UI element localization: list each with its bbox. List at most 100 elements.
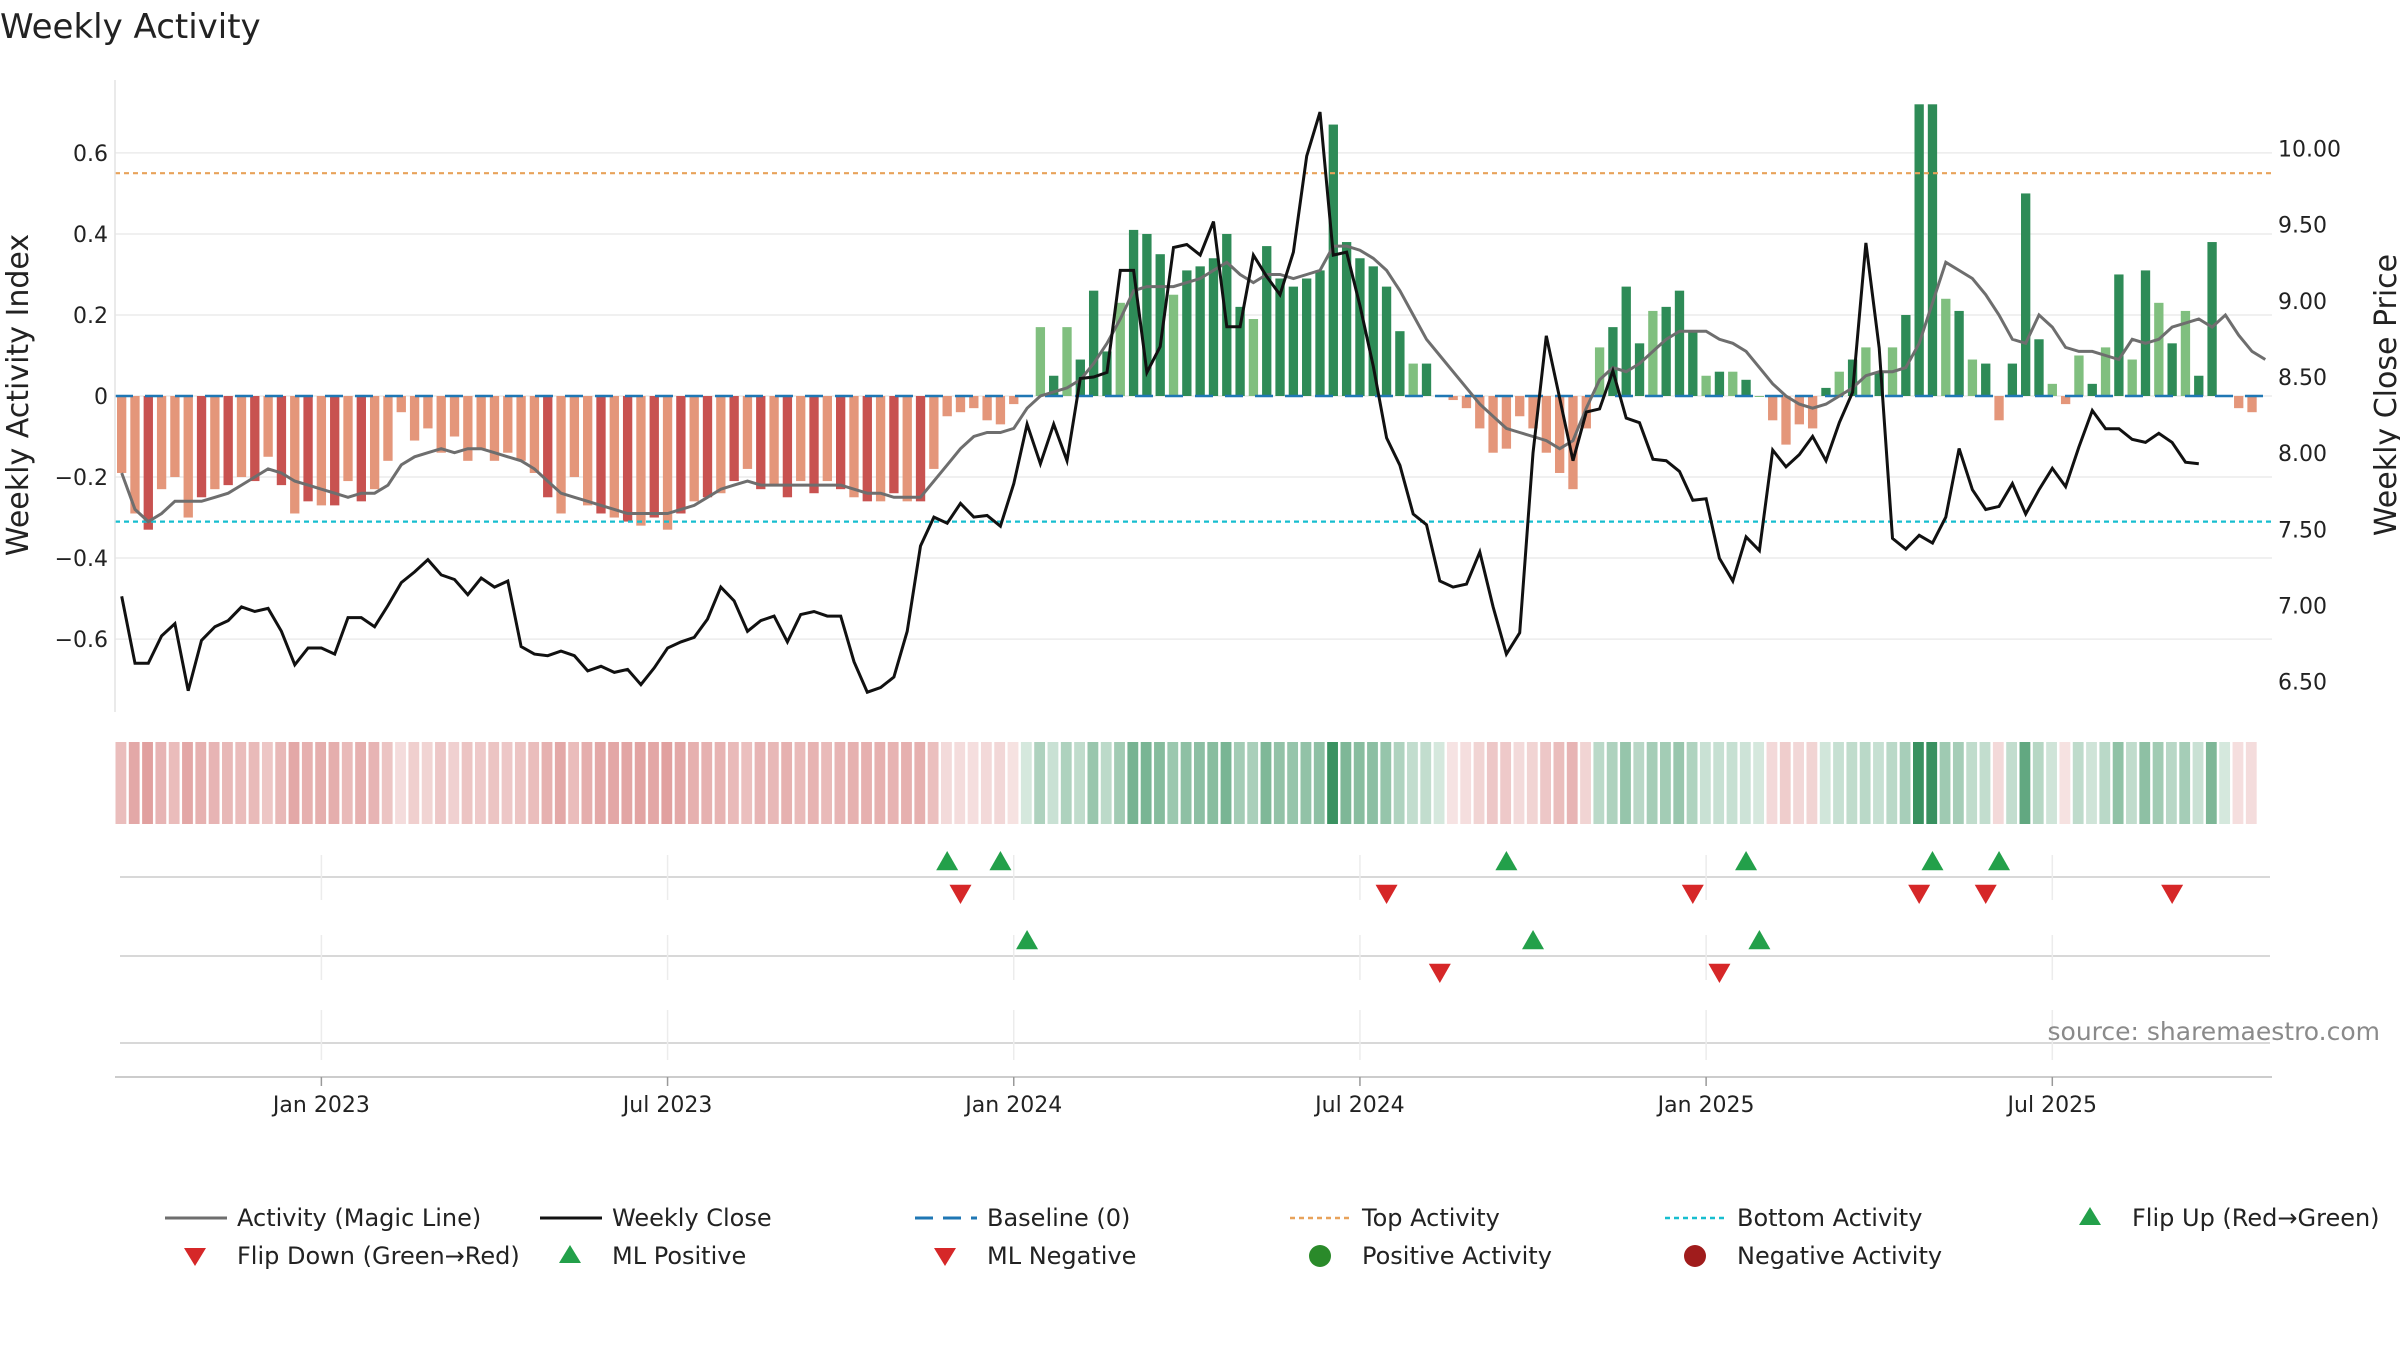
activity-bar [702,396,713,498]
activity-bar [1981,363,1991,396]
heat-cell [1154,742,1165,824]
heat-cell [2032,742,2044,824]
right-tick-label: 6.50 [2278,671,2327,696]
activity-bar [1674,290,1685,396]
activity-bar [503,396,513,453]
activity-bar [1994,396,2004,421]
heat-cell [674,742,686,824]
heat-cell [1167,742,1179,824]
heat-cell [315,742,327,824]
activity-bar [2047,383,2057,396]
legend-swatch [934,1248,956,1266]
flip-down-marker [2161,884,2184,904]
activity-bar [1035,327,1046,396]
heat-cell [1433,742,1445,824]
activity-bar [156,396,167,490]
heat-cell [288,742,300,824]
heat-cell [1207,742,1219,824]
activity-bar [676,396,686,514]
heat-cell [634,742,646,824]
activity-bar [849,396,859,498]
left-tick-label: 0.2 [73,304,108,329]
heat-cell [2046,742,2057,824]
heat-cell [155,742,167,824]
activity-bar [1475,396,1485,429]
heat-cell [2152,742,2164,824]
activity-bar [1807,396,1818,429]
flip-up-marker [1735,851,1758,871]
activity-bar [1448,396,1458,401]
activity-bar [1834,371,1844,396]
right-tick-label: 7.50 [2278,518,2327,543]
activity-bar [489,396,500,461]
activity-bar [862,396,872,502]
right-tick-label: 9.00 [2278,290,2327,315]
heat-cell [1606,742,1618,824]
heat-cell [142,742,153,824]
activity-bar [1927,104,1938,397]
legend-label: Positive Activity [1362,1242,1552,1270]
activity-bar [609,396,619,518]
heat-cell [2232,742,2244,824]
activity-bar [290,396,300,514]
activity-bar [942,396,952,417]
heat-cell [1140,742,1152,824]
activity-bar [2234,396,2244,409]
legend-label: Baseline (0) [987,1204,1130,1232]
activity-bar [982,396,992,421]
heat-cell [1353,742,1365,824]
x-tick-label: Jan 2023 [271,1093,370,1118]
heat-cell [1327,742,1338,824]
activity-bar [1368,266,1378,396]
activity-bar [649,396,659,518]
heat-cell [2192,742,2204,824]
heat-cell [608,742,619,824]
activity-bar [1288,286,1299,396]
legend: Activity (Magic Line) Weekly Close Baselin… [165,1204,2380,1270]
heat-cell [1686,742,1698,824]
activity-bar [822,396,833,482]
flip-down-marker [1375,884,1398,904]
heat-cell [741,742,753,824]
activity-bar [436,396,446,453]
activity-bars [116,104,2257,530]
activity-bar [1355,258,1365,396]
activity-bar [689,396,699,502]
heat-cell [1127,742,1139,824]
activity-bar [303,396,313,502]
magic-line [120,244,2267,524]
activity-bar [716,396,726,494]
heat-cell [528,742,540,824]
heat-cell [1500,742,1512,824]
activity-bar [170,396,180,478]
heat-cell [1633,742,1645,824]
activity-bar [130,396,140,514]
heat-cell [1460,742,1472,824]
activity-bar [1754,396,1765,397]
activity-bar [1967,359,1978,396]
activity-bar [2007,363,2018,396]
left-tick-label: −0.6 [55,628,108,653]
heat-cell [408,742,420,824]
legend-label: Flip Up (Red→Green) [2132,1204,2380,1232]
heat-cell [568,742,580,824]
gridlines [115,152,2272,640]
activity-bar [183,396,193,518]
heat-cell [195,742,207,824]
activity-bar [1541,396,1552,453]
activity-bar [1688,331,1698,396]
heat-cell [1340,742,1352,824]
flip-up-marker [1495,851,1518,871]
activity-bar [1728,371,1738,396]
heat-cell [2179,742,2191,824]
activity-bar [1235,306,1245,396]
legend-label: Top Activity [1361,1204,1500,1232]
activity-bar [1088,290,1099,396]
ml-positive-marker [1522,930,1545,950]
activity-bar [543,396,553,498]
activity-bar [1941,298,1951,396]
heat-cell [208,742,220,824]
activity-bar [1168,294,1179,396]
heat-cell [887,742,899,824]
activity-bar [1182,270,1192,396]
